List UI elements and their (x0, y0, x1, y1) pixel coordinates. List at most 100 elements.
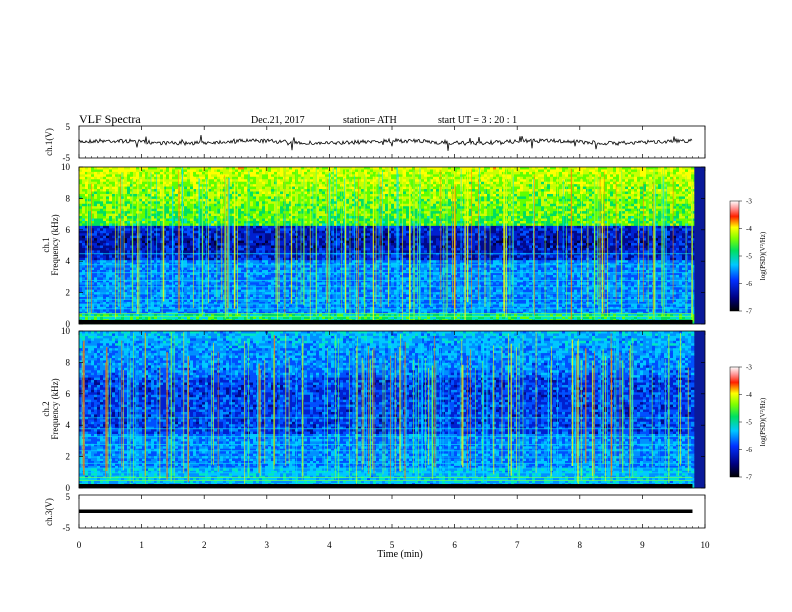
spectrogram-cell (367, 169, 370, 172)
spectrogram-cell (484, 177, 487, 180)
spectrogram-cell (559, 169, 562, 172)
spectrogram-cell (682, 184, 685, 187)
spectrogram-cell (190, 182, 193, 185)
spectrogram-cell (112, 182, 115, 185)
spectrogram-cell (109, 189, 112, 192)
spectrogram-cell (286, 174, 289, 177)
start-time-label: start UT = 3 : 20 : 1 (438, 115, 517, 126)
spectrogram-cell (142, 169, 145, 172)
spectrogram-cell (133, 177, 136, 180)
spectrogram-cell (319, 184, 322, 187)
spectrogram-cell (598, 187, 601, 190)
spectrogram-cell (640, 184, 643, 187)
spectrogram-cell (562, 184, 565, 187)
spectrogram-cell (562, 187, 565, 190)
spectrogram-cell (460, 174, 463, 177)
spectrogram-cell (562, 177, 565, 180)
spectrogram-cell (100, 167, 103, 170)
spectrogram-cell (628, 179, 631, 182)
spectrogram-cell (685, 167, 688, 170)
spectrogram-cell (391, 172, 394, 175)
spectrogram-cell (688, 172, 691, 175)
spectrogram-cell (667, 174, 670, 177)
spectrogram-cell (484, 184, 487, 187)
spectrogram-cell (220, 169, 223, 172)
spectrogram-cell (274, 167, 277, 170)
spectrogram-cell (145, 182, 148, 185)
spectrogram-cell (136, 167, 139, 170)
spectrogram-cell (526, 187, 529, 190)
spectrogram-cell (97, 182, 100, 185)
spectrogram-cell (550, 179, 553, 182)
spectrogram-cell (535, 182, 538, 185)
spectrogram-cell (277, 167, 280, 170)
spectrogram-cell (262, 182, 265, 185)
spectrogram-cell (613, 167, 616, 170)
spectrogram-cell (460, 177, 463, 180)
spectrogram-cell (217, 187, 220, 190)
spectrogram-cell (214, 174, 217, 177)
spectrogram-cell (658, 169, 661, 172)
spectrogram-cell (607, 174, 610, 177)
spectrogram-cell (463, 167, 466, 170)
spectrogram-cell (535, 184, 538, 187)
spectrogram-cell (361, 177, 364, 180)
spectrogram-cell (682, 179, 685, 182)
spectrogram-cell (280, 174, 283, 177)
spectrogram-cell (244, 169, 247, 172)
spectrogram-cell (589, 179, 592, 182)
spectrogram-cell (388, 167, 391, 170)
spectrogram-cell (169, 172, 172, 175)
spectrogram-cell (268, 174, 271, 177)
spectrogram-cell (253, 174, 256, 177)
spectrogram-cell (559, 182, 562, 185)
spectrogram-cell (106, 174, 109, 177)
spectrogram-cell (670, 174, 673, 177)
spectrogram-cell (160, 184, 163, 187)
spectrogram-cell (190, 172, 193, 175)
spectrogram-cell (688, 167, 691, 170)
spectrogram-cell (100, 177, 103, 180)
spectrogram-cell (145, 189, 148, 192)
spectrogram-cell (145, 179, 148, 182)
spectrogram-cell (490, 184, 493, 187)
spectrogram-cell (445, 182, 448, 185)
spectrogram-cell (190, 179, 193, 182)
date-label: Dec.21, 2017 (251, 115, 305, 126)
spectrogram-cell (427, 174, 430, 177)
spectrogram-cell (346, 184, 349, 187)
spectrogram-cell (184, 177, 187, 180)
spectrogram-cell (211, 172, 214, 175)
spectrogram-cell (589, 172, 592, 175)
spectrogram-cell (487, 174, 490, 177)
spectrogram-cell (691, 169, 694, 172)
spectrogram-cell (94, 182, 97, 185)
spectrogram-cell (250, 172, 253, 175)
spectrogram-cell (187, 189, 190, 192)
spectrogram-cell (244, 172, 247, 175)
spectrogram-cell (517, 177, 520, 180)
spectrogram-cell (346, 187, 349, 190)
spectrogram-cell (325, 169, 328, 172)
spectrogram-cell (616, 187, 619, 190)
spectrogram-cell (202, 167, 205, 170)
spectrogram-cell (685, 182, 688, 185)
spectrogram-cell (256, 177, 259, 180)
spectrogram-cell (691, 172, 694, 175)
spectrogram-cell (304, 174, 307, 177)
spectrogram-cell (268, 187, 271, 190)
spectrogram-cell (649, 179, 652, 182)
spectrogram-cell (160, 189, 163, 192)
spectrogram-cell (157, 182, 160, 185)
spectrogram-cell (493, 169, 496, 172)
ch1-spectrogram-panel: 0246810 ch.1 Frequency (kHz) (41, 162, 705, 329)
spectrogram-cell (262, 167, 265, 170)
spectrogram-cell (88, 172, 91, 175)
spectrogram-cell (109, 169, 112, 172)
spectrogram-cell (679, 169, 682, 172)
spectrogram-cell (424, 187, 427, 190)
spectrogram-cell (391, 174, 394, 177)
spectrogram-cell (307, 174, 310, 177)
spectrogram-cell (79, 177, 82, 180)
spectrogram-cell (583, 174, 586, 177)
